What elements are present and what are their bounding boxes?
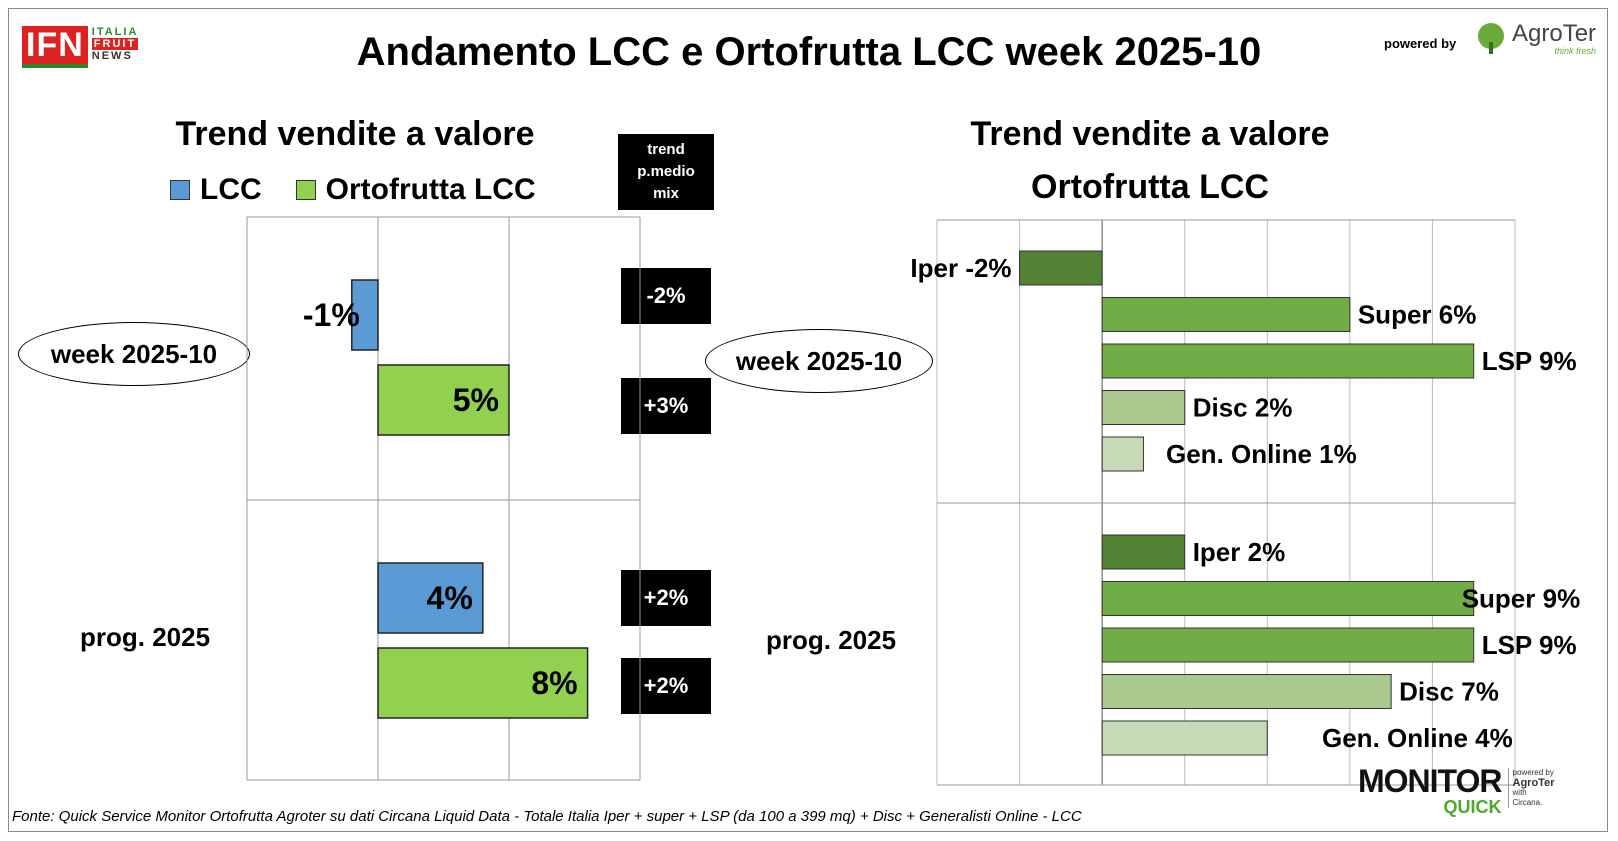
left-bar-label-0-0: -1% xyxy=(303,297,360,333)
monitor-word: MONITOR xyxy=(1358,763,1503,799)
left-bar-lcc-1 xyxy=(377,562,484,634)
right-group-label-prog: prog. 2025 xyxy=(766,625,897,655)
left-chart-title: Trend vendite a valore xyxy=(175,115,535,153)
left-group-label-week: week 2025-10 xyxy=(18,322,250,386)
tpm-value-prog-lcc: +2% xyxy=(621,570,711,626)
legend-swatch-ortofrutta xyxy=(295,180,316,200)
tpm-header-line3: mix xyxy=(653,185,679,202)
right-group-label-week: week 2025-10 xyxy=(705,329,933,393)
source-note: Fonte: Quick Service Monitor Ortofrutta … xyxy=(12,808,1082,825)
right-bar-iper-1 xyxy=(1101,534,1186,570)
left-bar-ortofrutta-lcc-0 xyxy=(377,364,510,436)
tpm-header: trend p.medio mix xyxy=(618,134,714,210)
right-bar-label-2-0: LSP 9% xyxy=(1482,346,1577,376)
left-bar-label-1-0: 5% xyxy=(453,382,499,418)
right-bar-label-0-1: Iper 2% xyxy=(1193,537,1286,567)
powered-by-text: powered by xyxy=(1384,36,1457,51)
right-bar-lsp-1 xyxy=(1101,627,1475,663)
legend-label-lcc: LCC xyxy=(200,173,262,206)
page-title: Andamento LCC e Ortofrutta LCC week 2025… xyxy=(356,30,1262,74)
left-group-label-prog: prog. 2025 xyxy=(80,622,211,652)
tpm-header-line1: trend xyxy=(647,141,685,158)
right-bar-gen-online-1 xyxy=(1101,720,1268,756)
ifn-logo-line2: FRUIT xyxy=(91,38,139,50)
tpm-value-week-ortofrutta: +3% xyxy=(621,378,711,434)
monitor-powered: powered by xyxy=(1512,768,1554,777)
monitor-agroter: AgroTer xyxy=(1512,777,1555,789)
right-bar-label-1-0: Super 6% xyxy=(1358,300,1477,330)
left-bar-lcc-0 xyxy=(351,279,379,351)
right-bar-disc-1 xyxy=(1101,674,1392,709)
agroter-logo: AgroTer think fresh xyxy=(1474,22,1596,56)
tpm-value-week-lcc: -2% xyxy=(621,268,711,324)
ifn-logo: IFN ITALIA FRUIT NEWS xyxy=(22,26,139,68)
right-bar-super-1 xyxy=(1101,581,1475,616)
right-bar-label-3-1: Disc 7% xyxy=(1399,677,1499,707)
right-chart-title-line2: Ortofrutta LCC xyxy=(1031,168,1269,206)
left-legend: LCC Ortofrutta LCC xyxy=(170,173,536,207)
right-bar-lsp-0 xyxy=(1101,343,1475,379)
tpm-value-prog-ortofrutta: +2% xyxy=(621,658,711,714)
monitor-quick-logo: MONITOR QUICK powered by AgroTer with Ci… xyxy=(1358,763,1555,820)
right-bar-label-2-1: LSP 9% xyxy=(1482,630,1577,660)
monitor-with: with xyxy=(1512,788,1527,797)
chart-frame xyxy=(8,8,1608,832)
right-bar-label-0-0: Iper -2% xyxy=(910,253,1011,283)
legend-swatch-lcc xyxy=(170,180,190,200)
right-bar-label-4-1: Gen. Online 4% xyxy=(1322,723,1513,753)
left-bar-ortofrutta-lcc-1 xyxy=(377,647,589,719)
right-bar-iper-0 xyxy=(1019,250,1103,286)
right-bar-label-3-0: Disc 2% xyxy=(1193,393,1293,423)
tpm-header-line2: p.medio xyxy=(637,163,695,180)
quick-word: QUICK xyxy=(1443,797,1502,817)
ifn-logo-line1: ITALIA xyxy=(91,26,139,38)
right-bar-super-0 xyxy=(1101,297,1351,332)
right-bar-disc-0 xyxy=(1101,390,1186,425)
ifn-logo-main: IFN xyxy=(22,26,88,68)
right-bar-label-1-1: Super 9% xyxy=(1462,584,1581,614)
legend-label-ortofrutta: Ortofrutta LCC xyxy=(325,173,536,206)
right-chart-title-line1: Trend vendite a valore xyxy=(970,115,1330,153)
agroter-name: AgroTer xyxy=(1512,20,1597,47)
right-bar-gen-online-0 xyxy=(1101,436,1144,472)
left-bar-label-0-1: 4% xyxy=(427,580,473,616)
tree-icon xyxy=(1478,23,1504,54)
monitor-circana: Circana. xyxy=(1512,798,1543,807)
ifn-logo-line3: NEWS xyxy=(91,50,133,62)
left-bar-label-1-1: 8% xyxy=(531,665,577,701)
agroter-tagline: think fresh xyxy=(1554,46,1597,56)
right-bar-label-4-0: Gen. Online 1% xyxy=(1166,439,1357,469)
